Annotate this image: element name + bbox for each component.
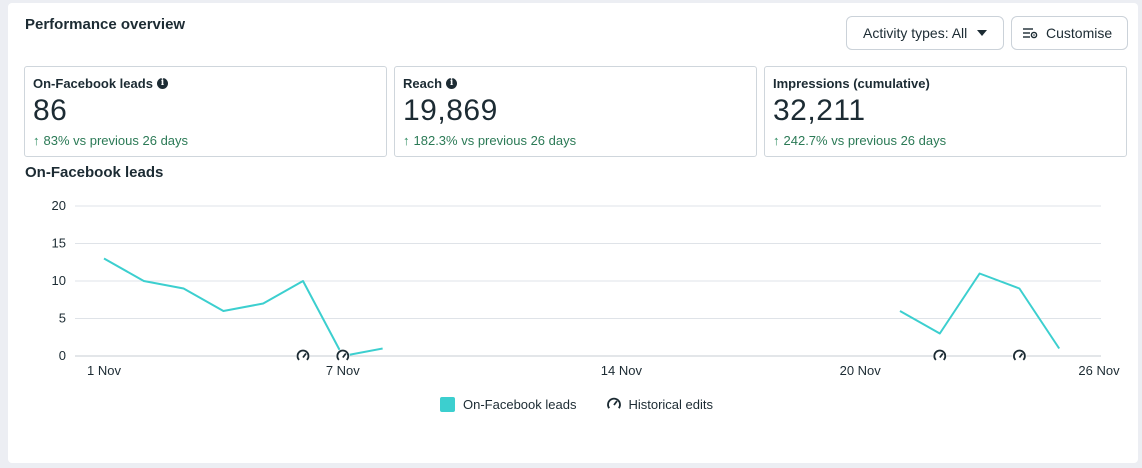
metric-value: 19,869: [403, 94, 498, 127]
metric-card-reach[interactable]: Reach i 19,869 ↑ 182.3% vs previous 26 d…: [394, 66, 757, 157]
series-line-segment-2: [899, 272, 1061, 350]
customise-icon: [1022, 26, 1038, 40]
y-tick-label: 15: [52, 236, 66, 251]
x-tick-label: 7 Nov: [326, 363, 360, 378]
legend-swatch-leads: [440, 396, 455, 412]
info-icon[interactable]: i: [156, 78, 168, 89]
y-tick-label: 0: [59, 348, 66, 363]
metric-label-text: Impressions (cumulative): [773, 76, 930, 91]
historical-edit-marker[interactable]: [1012, 349, 1027, 363]
customise-button[interactable]: Customise: [1011, 16, 1128, 50]
x-tick-label: 20 Nov: [840, 363, 882, 378]
legend-label-leads: On-Facebook leads: [463, 396, 577, 412]
x-tick-label: 14 Nov: [601, 363, 643, 378]
metric-change: ↑ 83% vs previous 26 days: [33, 133, 188, 148]
caret-down-icon: [977, 30, 988, 36]
historical-edit-icon: [606, 396, 622, 412]
metric-card-leads[interactable]: On-Facebook leads i 86 ↑ 83% vs previous…: [24, 66, 387, 157]
activity-types-dropdown[interactable]: Activity types: All: [846, 16, 1004, 50]
arrow-up-icon: ↑: [33, 133, 40, 148]
series-line-segment-1: [103, 257, 383, 357]
metric-change-text: 242.7% vs previous 26 days: [783, 133, 947, 148]
historical-edit-marker[interactable]: [335, 349, 350, 363]
metric-label: Impressions (cumulative): [773, 76, 930, 91]
metric-value: 86: [33, 94, 68, 127]
metric-label-text: Reach: [403, 76, 443, 91]
metric-change-text: 182.3% vs previous 26 days: [413, 133, 577, 148]
panel-title: Performance overview: [25, 16, 186, 33]
metric-label: Reach i: [403, 76, 458, 91]
metric-label-text: On-Facebook leads: [33, 76, 153, 91]
y-tick-label: 20: [52, 198, 66, 213]
chart-legend: On-Facebook leads Historical edits: [440, 396, 713, 412]
arrow-up-icon: ↑: [403, 133, 410, 148]
x-tick-label: 1 Nov: [87, 363, 121, 378]
y-tick-label: 5: [59, 311, 66, 326]
legend-label-edits: Historical edits: [628, 396, 713, 412]
metric-change-text: 83% vs previous 26 days: [43, 133, 189, 148]
historical-edit-marker[interactable]: [296, 349, 310, 363]
metric-change: ↑ 182.3% vs previous 26 days: [403, 133, 576, 148]
info-icon[interactable]: i: [446, 78, 458, 89]
metric-label: On-Facebook leads i: [33, 76, 168, 91]
x-tick-label: 26 Nov: [1078, 363, 1120, 378]
metric-change: ↑ 242.7% vs previous 26 days: [773, 133, 946, 148]
chart-title: On-Facebook leads: [25, 164, 164, 181]
metric-card-impressions[interactable]: Impressions (cumulative) 32,211 ↑ 242.7%…: [764, 66, 1127, 157]
customise-label: Customise: [1046, 25, 1113, 41]
arrow-up-icon: ↑: [773, 133, 780, 148]
historical-edit-marker[interactable]: [932, 349, 947, 363]
activity-types-label: Activity types: All: [863, 25, 968, 41]
y-tick-label: 10: [52, 273, 66, 288]
metric-value: 32,211: [773, 94, 866, 127]
